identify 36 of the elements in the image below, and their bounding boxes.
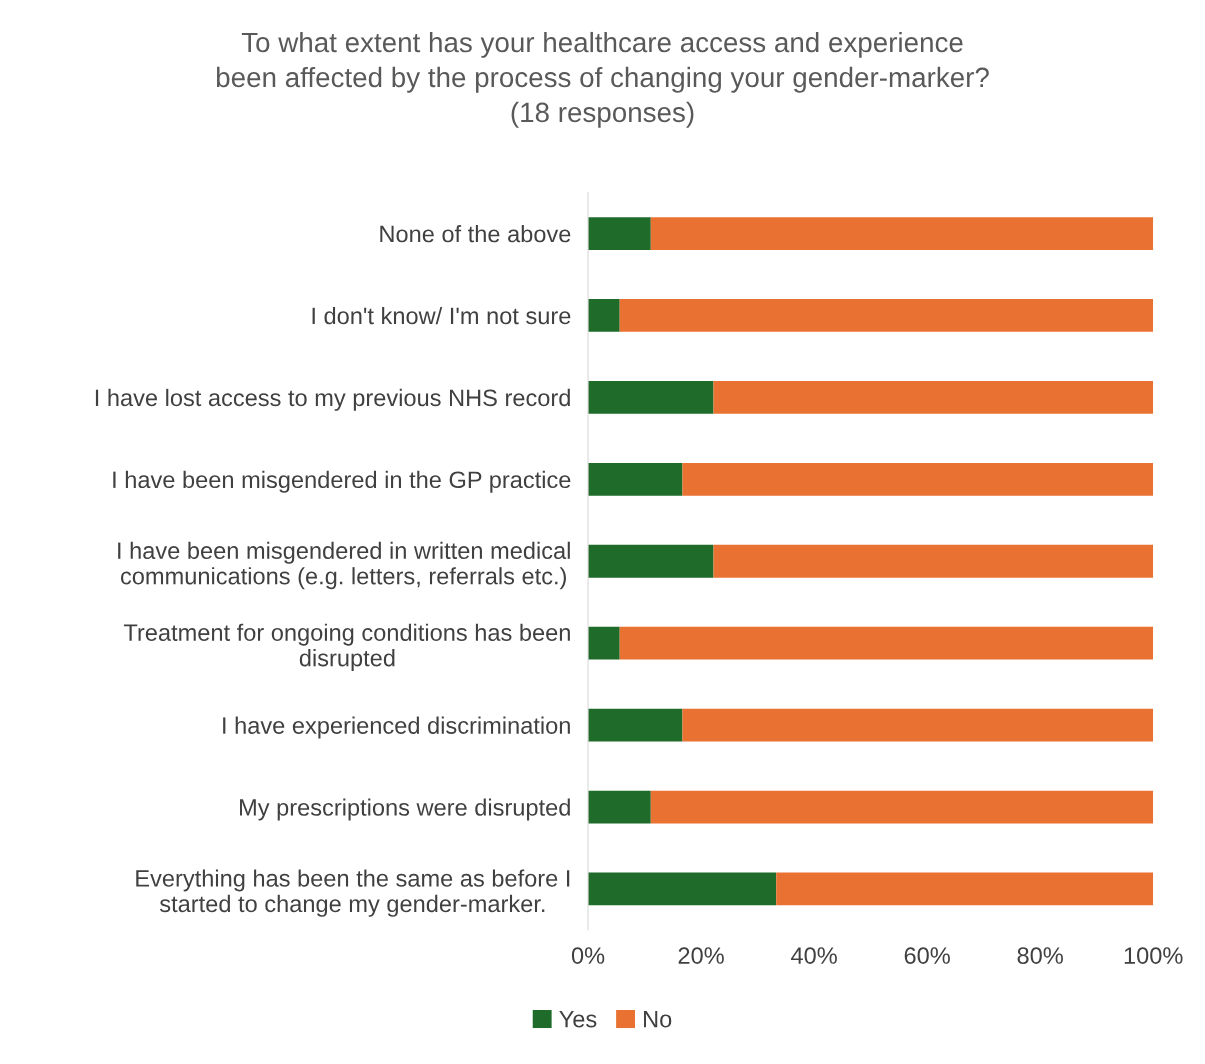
y-tick-label: Treatment for ongoing conditions has been disrupted [123,623,570,672]
bar [682,708,1154,742]
bar [588,217,651,250]
bar [588,544,714,578]
bar [588,381,714,414]
chart-title: To what extent has your healthcare access and experience been affected by the process of changing your gender-marker? (18 responses) [216,31,989,128]
y-tick-label: I don't know/ I'm not sure [312,306,571,325]
y-tick-label: Everything has been the same as before I started to change my gender-marker. [136,869,570,917]
y-tick-label: I have been misgendered in written medical communications (e.g. letters, referrals etc.) [118,541,570,590]
x-tick-label: 0% [571,947,605,964]
x-tick-label: 20% [678,947,724,964]
bar [713,381,1154,414]
bar [588,626,620,660]
y-tick-label: My prescriptions were disrupted [240,798,570,821]
bar [650,790,1154,824]
bar [619,299,1154,332]
bar [713,544,1154,578]
bar [588,299,620,332]
legend-label: No [644,1010,672,1028]
y-tick-label: I have experienced discrimination [223,716,570,739]
bar [588,462,683,496]
legend-label: Yes [559,1010,597,1028]
x-tick-label: 40% [791,947,837,964]
bar [682,462,1154,496]
bar [619,626,1154,660]
bar [588,708,683,742]
bar [650,217,1154,250]
bar [588,872,777,906]
x-tick-label: 60% [904,947,950,964]
x-tick-label: 80% [1017,947,1063,964]
bar [588,790,651,824]
y-tick-label: I have lost access to my previous NHS record [95,388,570,411]
bar [776,872,1154,906]
y-tick-label: I have been misgendered in the GP practice [113,470,571,493]
x-tick-label: 100% [1124,947,1183,964]
y-tick-label: None of the above [380,224,571,243]
